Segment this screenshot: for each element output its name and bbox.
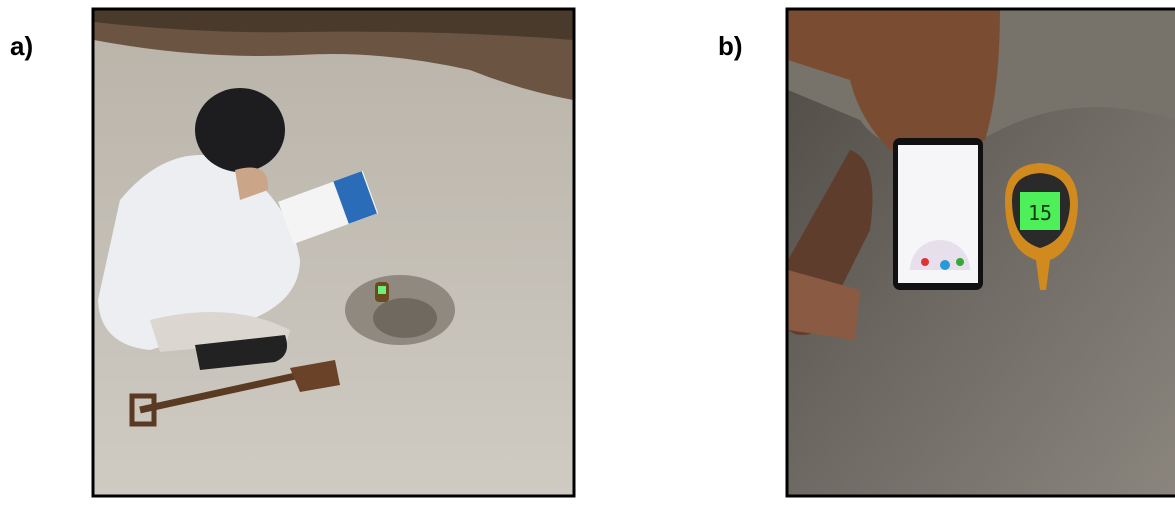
- shovel-grip: [129, 393, 157, 427]
- photo-b: 15: [788, 10, 1175, 495]
- photo-border: [91, 7, 576, 498]
- panel-label: b): [718, 31, 743, 61]
- panel-label: a): [10, 31, 33, 61]
- hand: [788, 10, 1000, 156]
- phone-dot: [940, 260, 950, 270]
- coat: [98, 155, 300, 350]
- rock-wall-top: [94, 10, 573, 40]
- meter-display: [1020, 192, 1060, 230]
- shoe: [195, 335, 288, 370]
- hole-inner: [373, 298, 437, 338]
- shovel-handle: [139, 371, 301, 414]
- clipboard-back: [333, 171, 377, 224]
- meter-screen: [378, 286, 386, 294]
- phone-dot: [956, 258, 964, 266]
- photo-a: [94, 10, 573, 495]
- photo-border: [785, 7, 1175, 498]
- face: [235, 167, 269, 200]
- meter-reading: 15: [1028, 201, 1052, 225]
- phone-dot: [921, 258, 929, 266]
- tool-head: [788, 270, 860, 340]
- hair: [195, 88, 285, 172]
- shovel-blade: [290, 360, 340, 392]
